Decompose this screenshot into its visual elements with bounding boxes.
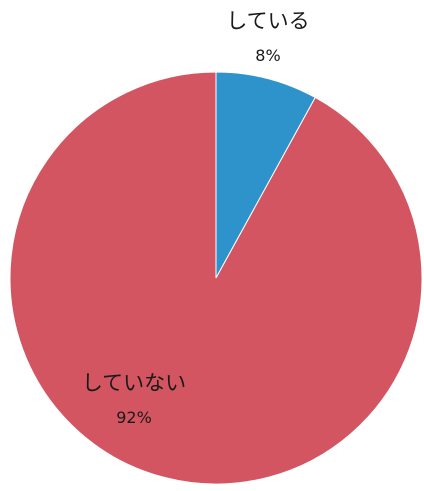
slice-percent-shiteinai: 92% — [116, 408, 152, 427]
pie-slice-1 — [9, 71, 423, 485]
slice-percent-shiteiru: 8% — [255, 46, 280, 65]
slice-label-shiteiru: している — [226, 9, 309, 33]
pie-slice-0 — [215, 71, 316, 279]
pie-slices — [9, 71, 423, 485]
slice-label-shiteinai: していない — [82, 371, 186, 395]
